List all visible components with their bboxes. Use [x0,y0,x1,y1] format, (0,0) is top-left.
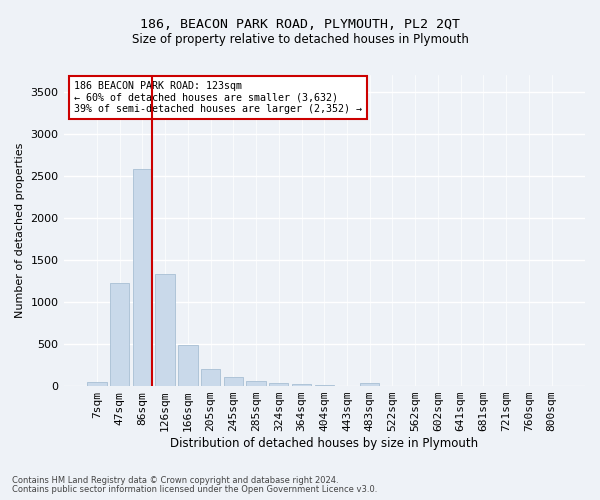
Bar [155,274,175,386]
Text: 186, BEACON PARK ROAD, PLYMOUTH, PL2 2QT: 186, BEACON PARK ROAD, PLYMOUTH, PL2 2QT [140,18,460,30]
Bar [314,385,334,386]
Text: Size of property relative to detached houses in Plymouth: Size of property relative to detached ho… [131,32,469,46]
Bar [110,282,130,386]
Bar [292,384,311,386]
Bar [87,382,107,386]
X-axis label: Distribution of detached houses by size in Plymouth: Distribution of detached houses by size … [170,437,478,450]
Bar [360,382,379,386]
Bar [247,382,266,386]
Text: 186 BEACON PARK ROAD: 123sqm
← 60% of detached houses are smaller (3,632)
39% of: 186 BEACON PARK ROAD: 123sqm ← 60% of de… [74,81,362,114]
Bar [201,370,220,386]
Bar [178,345,197,386]
Bar [133,169,152,386]
Y-axis label: Number of detached properties: Number of detached properties [15,143,25,318]
Bar [269,382,289,386]
Bar [224,377,243,386]
Text: Contains HM Land Registry data © Crown copyright and database right 2024.: Contains HM Land Registry data © Crown c… [12,476,338,485]
Text: Contains public sector information licensed under the Open Government Licence v3: Contains public sector information licen… [12,485,377,494]
